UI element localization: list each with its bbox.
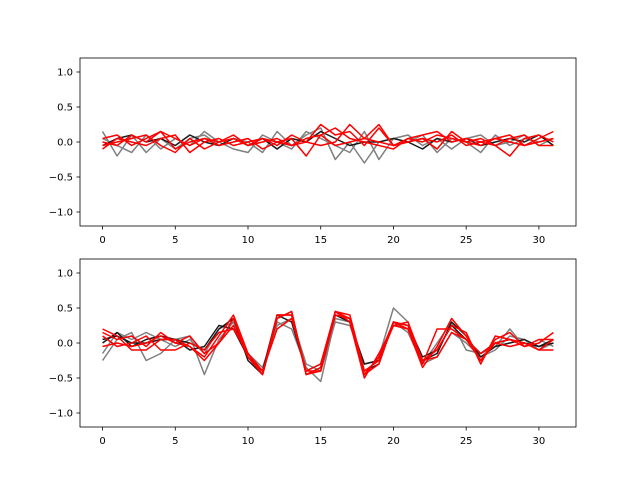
bottom-chart: 0 5 10 15 20 25 30 −1.0 −0.5 0.0 0.5 1.0	[49, 258, 577, 447]
x-tick-label: 25	[460, 436, 473, 447]
y-tick-label: 1.0	[57, 269, 73, 280]
x-tick-label: 10	[242, 235, 255, 246]
y-tick-label: −0.5	[49, 374, 73, 385]
x-tick-label: 5	[172, 235, 178, 246]
y-tick-label: 0.0	[57, 138, 73, 149]
x-tick-label: 25	[460, 235, 473, 246]
x-tick-label: 15	[314, 235, 327, 246]
x-tick-label: 10	[242, 436, 255, 447]
x-tick-label: 15	[314, 436, 327, 447]
series-line-7	[102, 310, 554, 372]
x-tick-label: 0	[99, 436, 105, 447]
x-tick-label: 20	[387, 235, 400, 246]
y-tick-label: −1.0	[49, 208, 73, 219]
y-tick-label: −0.5	[49, 173, 73, 184]
x-tick-label: 0	[99, 235, 105, 246]
y-tick-label: 1.0	[57, 68, 73, 79]
series-line-6	[102, 310, 554, 379]
series-line-6	[102, 123, 554, 150]
series-line-3	[102, 123, 554, 154]
y-tick-label: 0.5	[57, 103, 73, 114]
x-tick-label: 30	[533, 436, 546, 447]
x-tick-label: 20	[387, 436, 400, 447]
y-tick-label: 0.0	[57, 339, 73, 350]
series-lines	[101, 307, 554, 383]
y-tick-label: 0.5	[57, 304, 73, 315]
series-line-5	[102, 123, 554, 154]
top-chart: 0 5 10 15 20 25 30 −1.0 −0.5 0.0 0.5 1.0	[49, 57, 577, 246]
x-tick-label: 30	[533, 235, 546, 246]
y-tick-label: −1.0	[49, 409, 73, 420]
series-line-4	[102, 127, 554, 157]
x-tick-label: 5	[172, 436, 178, 447]
series-lines	[101, 123, 554, 164]
